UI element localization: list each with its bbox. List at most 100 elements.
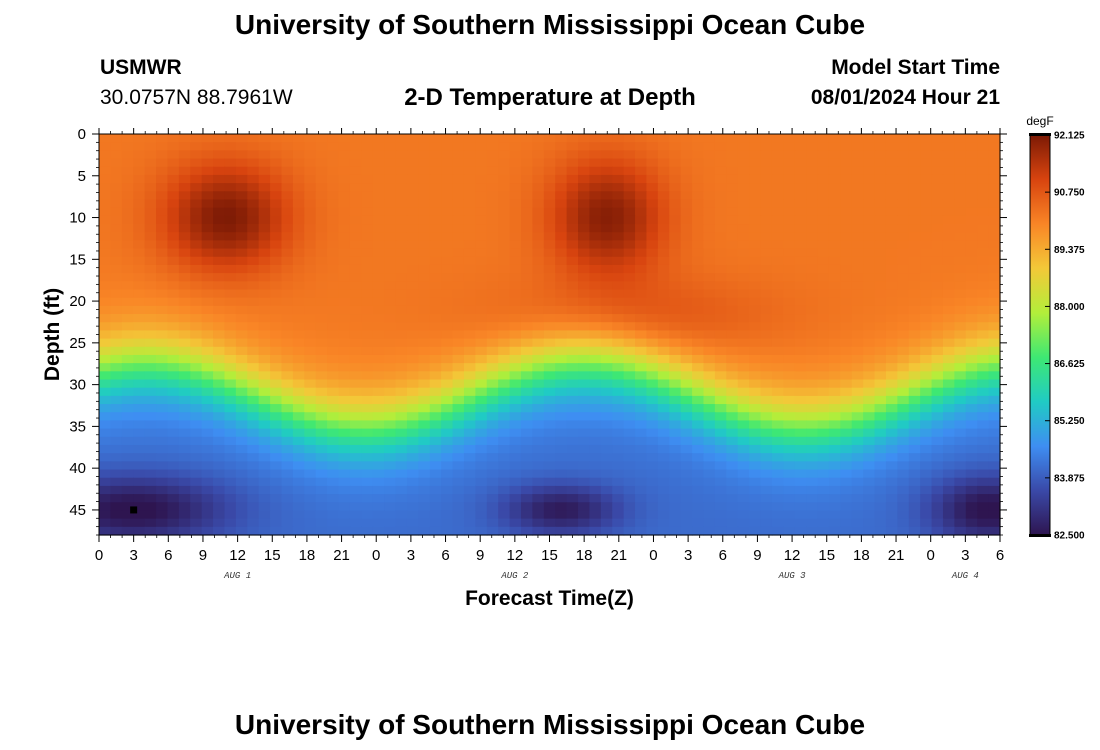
heatmap-cell [680, 330, 693, 340]
heatmap-cell [224, 256, 237, 266]
heatmap-cell [338, 150, 351, 160]
heatmap-cell [646, 436, 659, 446]
heatmap-cell [361, 363, 374, 372]
heatmap-cell [794, 191, 807, 201]
heatmap-cell [395, 502, 408, 512]
heatmap-cell [201, 322, 214, 331]
heatmap-cell [372, 264, 385, 274]
heatmap-cell [749, 363, 762, 372]
heatmap-cell [908, 477, 921, 487]
heatmap-cell [771, 363, 784, 372]
heatmap-cell [988, 469, 1001, 479]
heatmap-cell [395, 314, 408, 323]
colorbar-tick-label: 85.250 [1054, 416, 1085, 427]
heatmap-cell [783, 174, 796, 184]
heatmap-cell [498, 199, 511, 209]
heatmap-cell [794, 314, 807, 323]
heatmap-cell [441, 412, 454, 422]
heatmap-cell [178, 281, 191, 291]
heatmap-cell [646, 232, 659, 241]
heatmap-cell [612, 444, 625, 454]
heatmap-cell [635, 232, 648, 241]
heatmap-cell [406, 248, 419, 258]
heatmap-cell [965, 477, 978, 487]
heatmap-cell [270, 428, 283, 438]
heatmap-cell [863, 502, 876, 512]
heatmap-cell [475, 183, 488, 192]
heatmap-cell [475, 256, 488, 266]
heatmap-cell [338, 338, 351, 348]
heatmap-cell [224, 330, 237, 340]
heatmap-cell [543, 150, 556, 160]
heatmap-cell [726, 485, 739, 495]
heatmap-cell [760, 502, 773, 512]
heatmap-cell [509, 371, 522, 381]
heatmap-cell [327, 224, 340, 233]
heatmap-cell [178, 469, 191, 479]
heatmap-cell [920, 297, 933, 307]
heatmap-cell [771, 289, 784, 299]
heatmap-cell [178, 134, 191, 143]
heatmap-cell [566, 224, 579, 233]
heatmap-cell [589, 395, 602, 405]
heatmap-cell [851, 428, 864, 438]
heatmap-cell [612, 224, 625, 233]
heatmap-cell [931, 428, 944, 438]
heatmap-cell [908, 240, 921, 250]
heatmap-cell [749, 494, 762, 503]
heatmap-cell [578, 436, 591, 446]
heatmap-cell [965, 232, 978, 241]
x-tick-label: 12 [784, 547, 801, 564]
heatmap-cell [863, 363, 876, 372]
heatmap-cell [395, 215, 408, 225]
heatmap-cell [372, 248, 385, 258]
heatmap-cell [954, 297, 967, 307]
heatmap-cell [692, 322, 705, 331]
heatmap-cell [395, 191, 408, 201]
heatmap-cell [418, 330, 431, 340]
heatmap-cell [669, 191, 682, 201]
heatmap-cell [840, 224, 853, 233]
heatmap-cell [794, 387, 807, 397]
heatmap-cell [965, 379, 978, 389]
heatmap-cell [783, 444, 796, 454]
heatmap-cell [692, 469, 705, 479]
heatmap-cell [714, 379, 727, 389]
heatmap-cell [851, 485, 864, 495]
heatmap-cell [121, 305, 134, 315]
heatmap-cell [304, 371, 317, 381]
heatmap-cell [737, 314, 750, 323]
heatmap-cell [406, 379, 419, 389]
heatmap-cell [441, 502, 454, 512]
heatmap-cell [292, 305, 305, 315]
heatmap-cell [840, 526, 853, 536]
heatmap-cell [384, 502, 397, 512]
heatmap-cell [589, 150, 602, 160]
heatmap-cell [144, 134, 157, 143]
heatmap-cell [258, 134, 271, 143]
heatmap-cell [543, 444, 556, 454]
heatmap-cell [840, 273, 853, 282]
heatmap-cell [463, 314, 476, 323]
heatmap-cell [794, 477, 807, 487]
heatmap-cell [315, 199, 328, 209]
heatmap-cell [851, 207, 864, 217]
heatmap-cell [452, 281, 465, 291]
heatmap-cell [270, 477, 283, 487]
heatmap-cell [635, 166, 648, 176]
heatmap-cell [475, 134, 488, 143]
heatmap-cell [156, 174, 169, 184]
heatmap-cell [475, 191, 488, 201]
heatmap-cell [749, 526, 762, 536]
heatmap-cell [327, 363, 340, 372]
heatmap-cell [99, 428, 112, 438]
heatmap-cell [692, 436, 705, 446]
heatmap-cell [988, 289, 1001, 299]
heatmap-cell [646, 281, 659, 291]
heatmap-cell [726, 469, 739, 479]
heatmap-cell [258, 215, 271, 225]
heatmap-cell [965, 330, 978, 340]
heatmap-cell [395, 404, 408, 413]
heatmap-cell [235, 256, 248, 266]
heatmap-cell [623, 461, 636, 471]
